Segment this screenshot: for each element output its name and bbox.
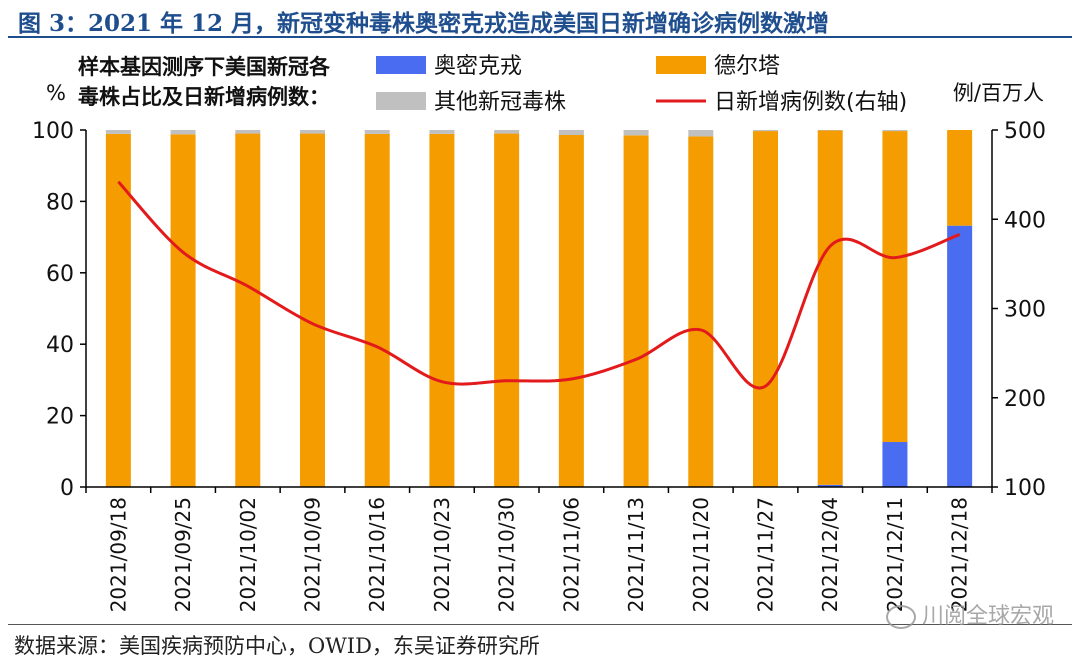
other-bar: [753, 130, 778, 132]
legend-omicron-label: 奥密克戎: [434, 54, 522, 79]
other-bar: [105, 130, 131, 134]
other-bar: [429, 130, 455, 134]
plot-area: 0 20 40 60 80 100 100 200 300 400 500 2021/09/18 202…: [32, 119, 1046, 612]
x-tick-label: 2021/10/30: [495, 497, 519, 612]
x-tick-label: 2021/11/06: [559, 497, 583, 612]
other-bar: [623, 130, 649, 136]
legend-title-line-2: 毒株占比及日新增病例数：: [78, 84, 330, 109]
chart-title: 图 3：2021 年 12 月，新冠变种毒株奥密克戎造成美国日新增确诊病例数激增: [18, 10, 830, 37]
x-tick-label: 2021/11/20: [689, 497, 713, 612]
source-rule: [8, 624, 1072, 625]
right-tick-label: 400: [1004, 208, 1046, 233]
omicron-bar: [882, 442, 908, 487]
source-bar: 数据来源：美国疾病预防中心，OWID，东吴证券研究所: [0, 622, 1080, 664]
x-tick-label: 2021/12/11: [883, 497, 907, 612]
wechat-icon: [885, 605, 916, 629]
title-rule: [8, 36, 1072, 38]
other-bar: [494, 130, 520, 134]
delta-bar: [882, 131, 908, 443]
daily-cases-line: [117, 180, 961, 390]
other-bar: [817, 130, 843, 131]
x-tick-label: 2021/10/02: [236, 497, 260, 612]
delta-bar: [300, 133, 325, 487]
delta-bar: [753, 131, 778, 488]
right-axis-unit: 例/百万人: [953, 81, 1044, 105]
legend-delta-label: 德尔塔: [714, 54, 780, 79]
x-tick-label: 2021/10/23: [430, 497, 454, 612]
x-tick-label: 2021/11/27: [754, 497, 778, 612]
delta-bar: [623, 135, 649, 488]
legend-title-line-1: 样本基因测序下美国新冠各: [78, 54, 331, 79]
delta-bar: [817, 130, 843, 485]
delta-bar: [170, 134, 196, 487]
title-bar: 图 3：2021 年 12 月，新冠变种毒株奥密克戎造成美国日新增确诊病例数激增: [0, 0, 1080, 40]
legend-omicron-swatch: [376, 56, 426, 74]
delta-bar: [494, 133, 520, 487]
x-tick-label: 2021/09/25: [171, 497, 195, 612]
x-tick-label: 2021/09/18: [106, 497, 130, 612]
delta-bar: [235, 133, 261, 487]
x-tick-label: 2021/10/16: [365, 497, 389, 612]
chart: 样本基因测序下美国新冠各 毒株占比及日新增病例数： % 例/百万人 奥密克戎 德尔…: [32, 54, 1046, 612]
right-tick-label: 200: [1004, 387, 1046, 412]
legend-line-label: 日新增病例数(右轴): [714, 90, 907, 115]
omicron-bar: [947, 225, 973, 487]
watermark: 川阅全球宏观: [885, 598, 1054, 630]
delta-bar: [558, 134, 584, 488]
right-tick-label: 300: [1004, 298, 1046, 323]
watermark-text: 川阅全球宏观: [921, 604, 1054, 629]
legend-other-swatch: [376, 92, 426, 110]
source-note: 数据来源：美国疾病预防中心，OWID，东吴证券研究所: [14, 634, 540, 658]
delta-bar: [105, 133, 131, 487]
omicron-bar: [817, 484, 843, 487]
right-tick-label: 500: [1004, 119, 1046, 144]
left-tick-label: 20: [46, 405, 74, 430]
x-tick-label: 2021/12/04: [818, 497, 842, 612]
delta-bar: [364, 133, 390, 487]
left-tick-label: 60: [46, 262, 74, 287]
x-tick-label: 2021/10/09: [301, 497, 325, 612]
legend-delta-swatch: [656, 56, 706, 74]
left-tick-label: 100: [32, 119, 74, 144]
left-tick-label: 40: [46, 333, 74, 358]
x-tick-label: 2021/11/13: [624, 497, 648, 612]
left-axis-unit: %: [46, 81, 66, 105]
other-bar: [235, 130, 261, 134]
left-tick-label: 80: [46, 190, 74, 215]
other-bar: [300, 130, 325, 134]
right-tick-label: 100: [1004, 476, 1046, 501]
other-bar: [364, 130, 390, 134]
other-bar: [882, 130, 908, 132]
delta-bar: [947, 130, 973, 226]
other-bar: [688, 130, 714, 137]
delta-bar: [429, 133, 455, 487]
other-bar: [170, 130, 196, 135]
legend-other-label: 其他新冠毒株: [434, 90, 566, 115]
left-tick-label: 0: [60, 476, 74, 501]
x-tick-label: 2021/12/18: [948, 497, 972, 612]
other-bar: [558, 130, 584, 135]
delta-bar: [688, 136, 714, 487]
